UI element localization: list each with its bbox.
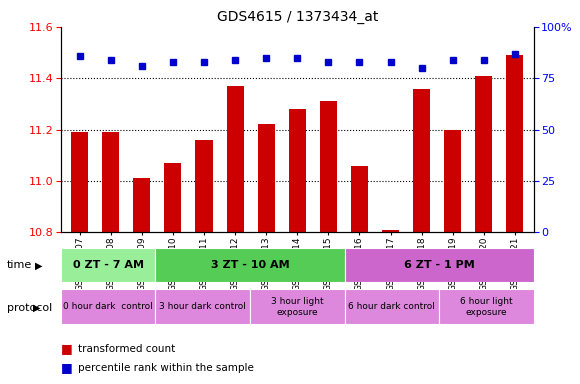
Bar — [320, 101, 337, 232]
Text: transformed count: transformed count — [78, 344, 176, 354]
Text: ■: ■ — [61, 361, 72, 374]
Bar — [345, 289, 439, 324]
Bar — [444, 130, 461, 232]
Bar — [250, 289, 345, 324]
Bar — [61, 289, 155, 324]
Text: ■: ■ — [61, 342, 72, 355]
Text: 0 hour dark  control: 0 hour dark control — [63, 302, 153, 311]
Bar — [195, 140, 212, 232]
Text: percentile rank within the sample: percentile rank within the sample — [78, 363, 254, 373]
Bar — [506, 55, 524, 232]
Text: 3 ZT - 10 AM: 3 ZT - 10 AM — [211, 260, 289, 270]
Bar — [351, 166, 368, 232]
Text: 6 ZT - 1 PM: 6 ZT - 1 PM — [404, 260, 474, 270]
Text: 0 ZT - 7 AM: 0 ZT - 7 AM — [72, 260, 144, 270]
Bar — [289, 109, 306, 232]
Text: protocol: protocol — [7, 303, 52, 313]
Bar — [413, 89, 430, 232]
Text: ▶: ▶ — [35, 260, 42, 270]
Text: 3 hour light
exposure: 3 hour light exposure — [271, 297, 324, 316]
Bar — [71, 132, 88, 232]
Text: 6 hour dark control: 6 hour dark control — [349, 302, 435, 311]
Bar — [155, 289, 250, 324]
Title: GDS4615 / 1373434_at: GDS4615 / 1373434_at — [216, 10, 378, 25]
Text: 6 hour light
exposure: 6 hour light exposure — [460, 297, 513, 316]
Bar — [345, 248, 534, 282]
Bar — [155, 248, 345, 282]
Bar — [382, 230, 399, 232]
Text: time: time — [7, 260, 32, 270]
Bar — [133, 179, 150, 232]
Bar — [439, 289, 534, 324]
Text: 3 hour dark control: 3 hour dark control — [160, 302, 246, 311]
Bar — [164, 163, 182, 232]
Bar — [61, 248, 155, 282]
Bar — [102, 132, 119, 232]
Bar — [227, 86, 244, 232]
Bar — [258, 124, 275, 232]
Text: ▶: ▶ — [33, 303, 41, 313]
Bar — [475, 76, 492, 232]
